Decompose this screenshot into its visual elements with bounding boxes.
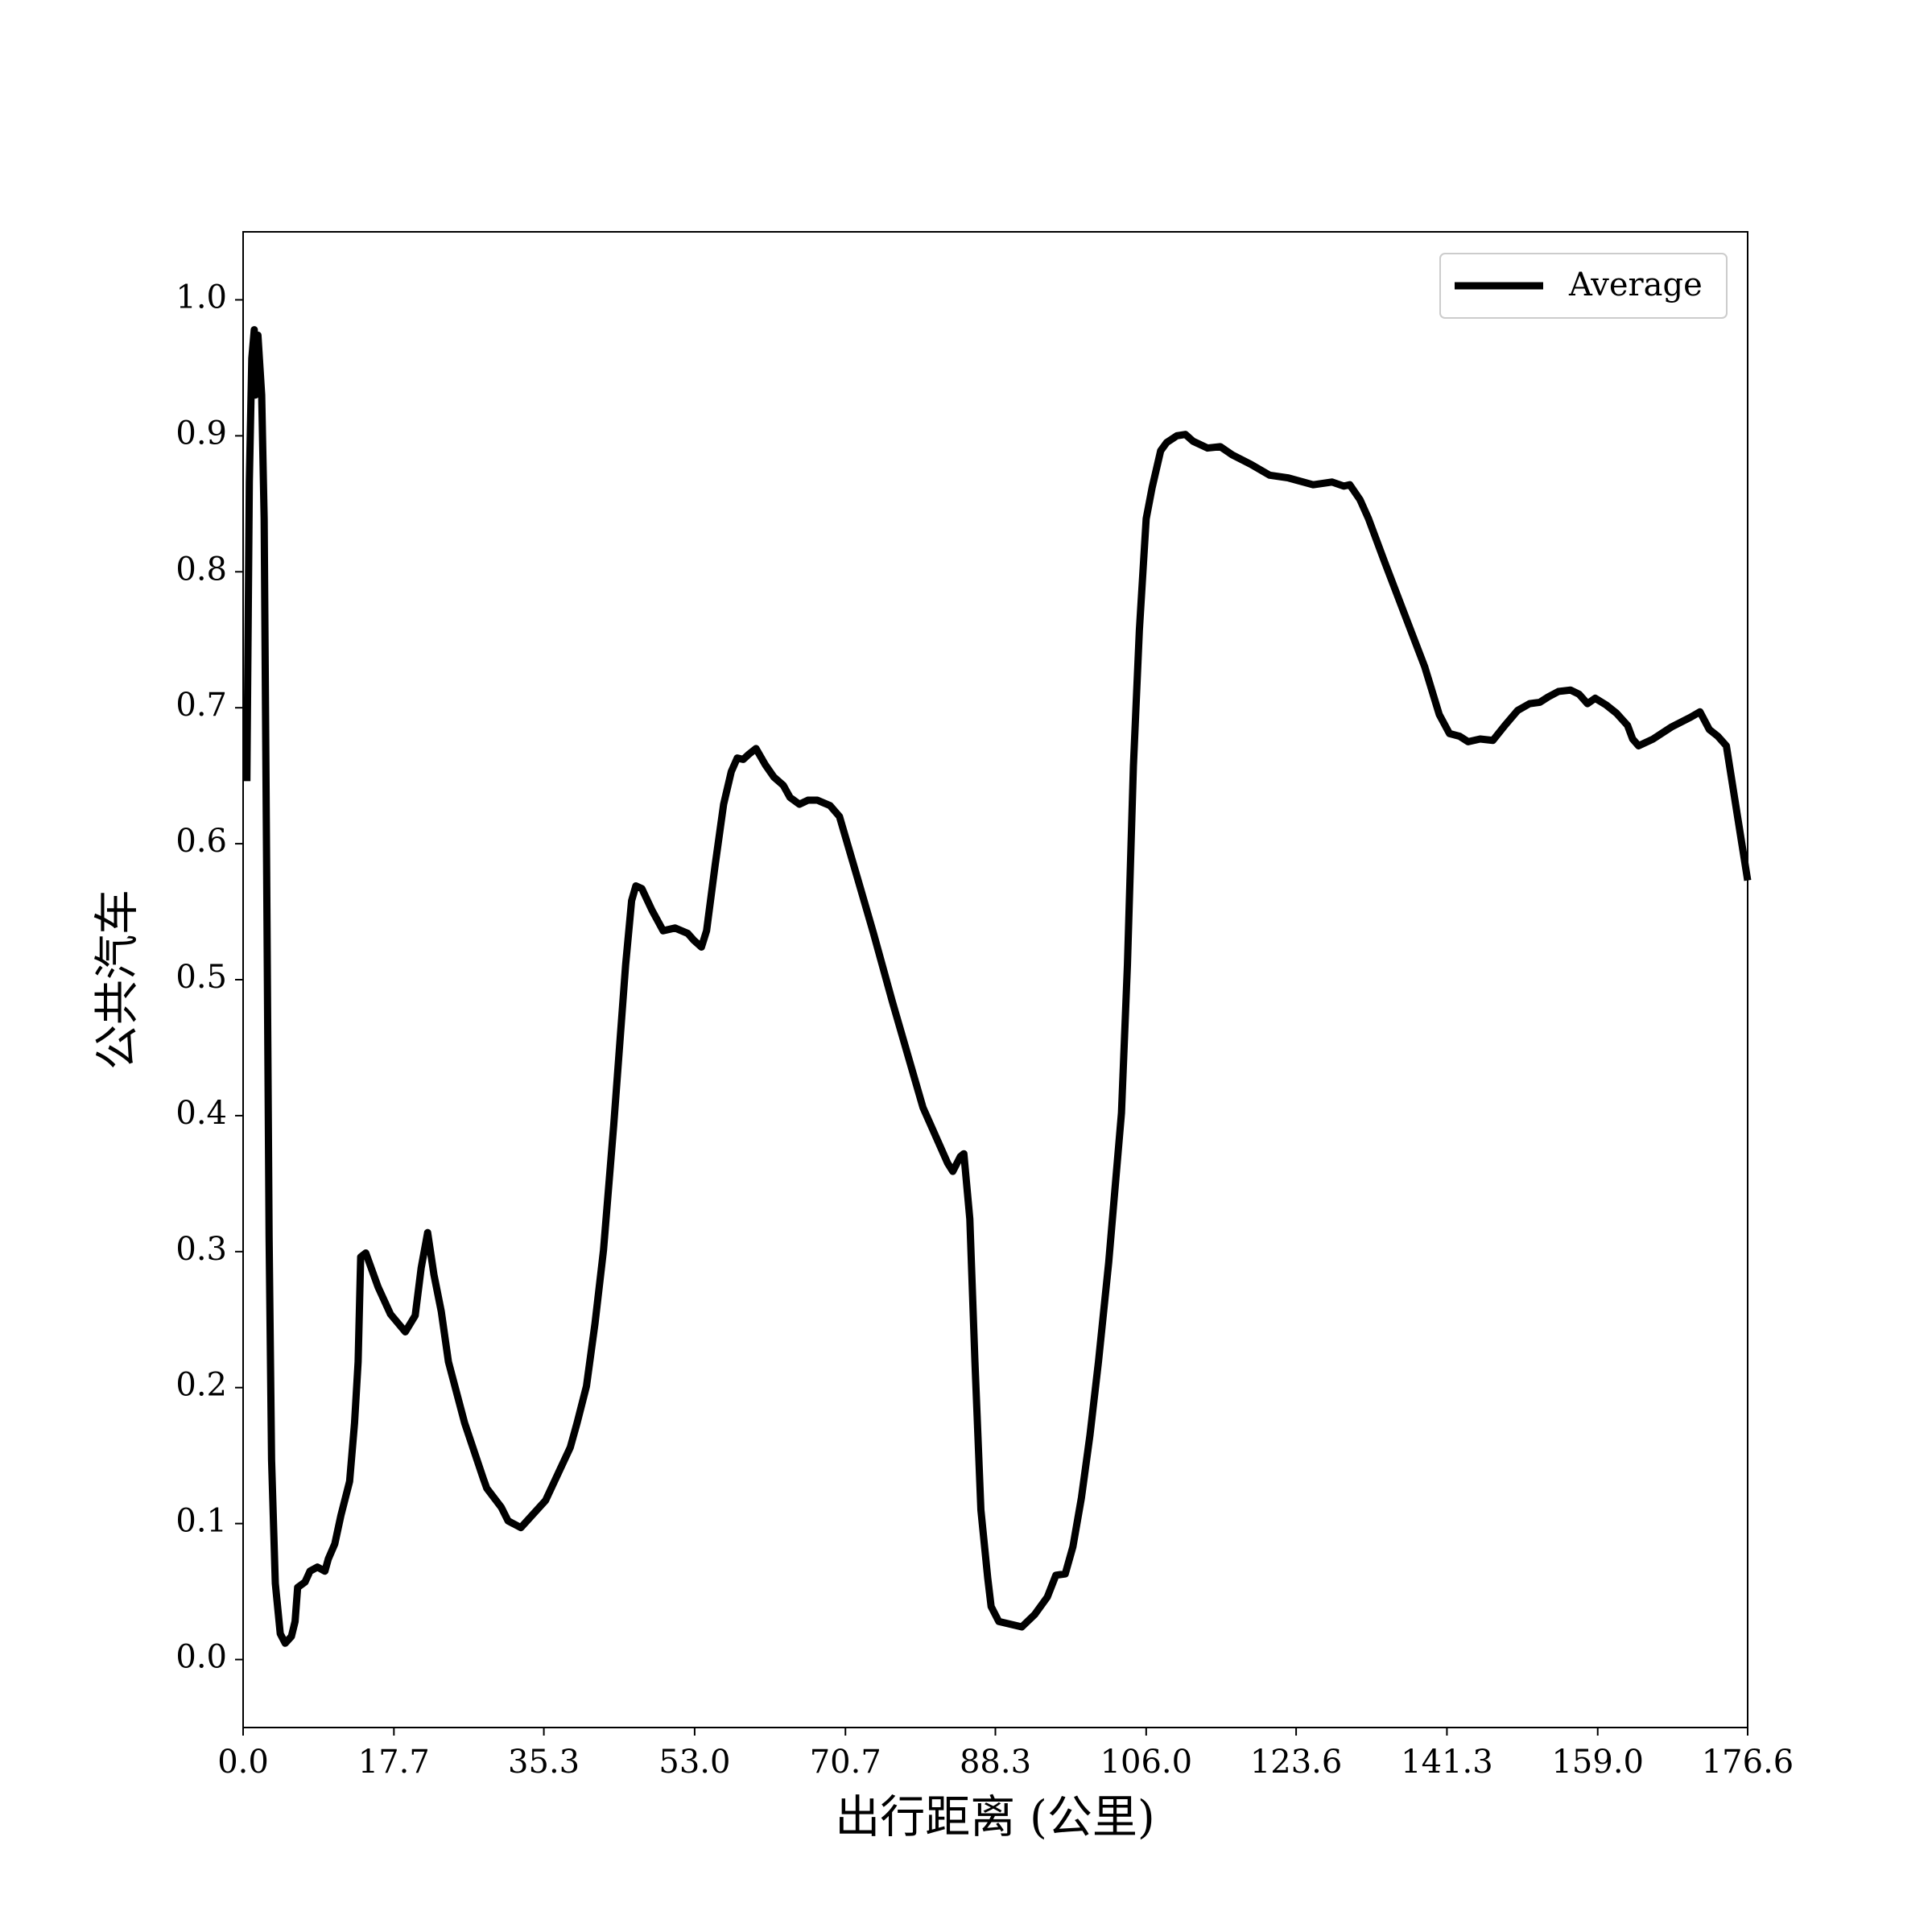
y-tick-label: 0.4 xyxy=(175,1095,227,1132)
y-tick-label: 0.6 xyxy=(175,823,227,860)
y-tick-label: 1.0 xyxy=(175,279,227,316)
x-axis-label: 出行距离 (公里) xyxy=(835,1792,1155,1844)
x-tick-label: 0.0 xyxy=(217,1744,269,1781)
x-tick-label: 88.3 xyxy=(960,1744,1031,1781)
x-tick-label: 35.3 xyxy=(508,1744,580,1781)
y-tick-label: 0.8 xyxy=(175,551,227,588)
plot-frame xyxy=(242,231,1748,1728)
y-tick-label: 0.0 xyxy=(175,1639,227,1676)
x-tick-label: 176.6 xyxy=(1702,1744,1794,1781)
x-tick-label: 70.7 xyxy=(810,1744,881,1781)
y-axis-label: 公共汽车 xyxy=(92,890,144,1070)
x-tick-label: 141.3 xyxy=(1401,1744,1493,1781)
y-tick-label: 0.3 xyxy=(175,1231,227,1268)
x-tick-label: 159.0 xyxy=(1551,1744,1644,1781)
x-tick-label: 17.7 xyxy=(358,1744,430,1781)
x-tick-label: 53.0 xyxy=(658,1744,730,1781)
y-tick-label: 0.7 xyxy=(175,687,227,724)
x-tick-label: 106.0 xyxy=(1100,1744,1193,1781)
legend-box xyxy=(1439,253,1728,319)
y-tick-label: 0.9 xyxy=(175,415,227,452)
x-tick-label: 123.6 xyxy=(1250,1744,1343,1781)
y-tick-label: 0.1 xyxy=(175,1503,227,1540)
y-tick-label: 0.5 xyxy=(175,959,227,996)
legend-label: Average xyxy=(1568,266,1703,303)
y-tick-label: 0.2 xyxy=(175,1367,227,1404)
data-line xyxy=(243,326,1752,1647)
